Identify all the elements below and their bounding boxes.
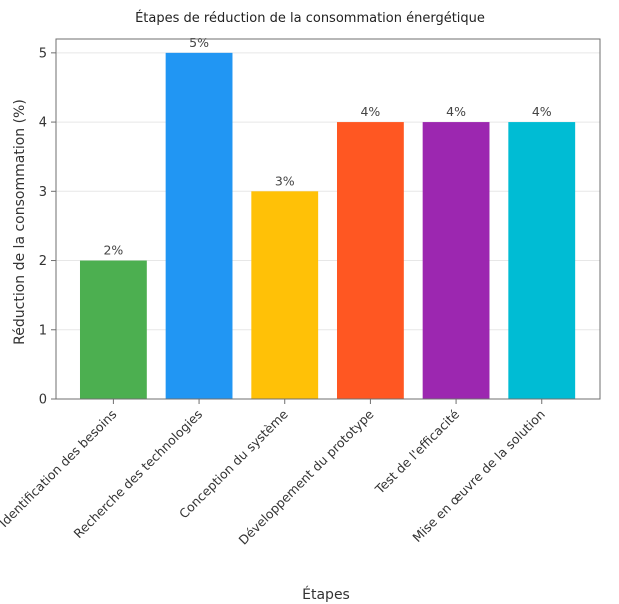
bar-5 xyxy=(422,122,490,400)
bar-6 xyxy=(508,122,576,400)
y-axis-ticks: 0 1 2 3 4 5 xyxy=(39,46,56,408)
bar-4 xyxy=(336,122,404,400)
bar-1 xyxy=(79,260,147,399)
bar-value-label: 4% xyxy=(532,104,552,119)
y-axis-label: Réduction de la consommation (%) xyxy=(12,99,28,345)
bar-2 xyxy=(165,52,233,399)
y-tick-label: 4 xyxy=(39,116,47,131)
bar-3 xyxy=(251,191,319,399)
bars xyxy=(79,52,576,400)
y-tick-label: 3 xyxy=(39,185,47,200)
y-tick-label: 1 xyxy=(39,323,47,338)
chart-title: Étapes de réduction de la consommation é… xyxy=(135,10,485,26)
y-tick-label: 2 xyxy=(39,254,47,269)
y-tick-label: 0 xyxy=(39,393,47,408)
bar-value-label: 5% xyxy=(189,35,209,50)
y-tick-label: 5 xyxy=(39,46,47,61)
bar-value-label: 2% xyxy=(103,243,123,258)
bar-value-label: 4% xyxy=(446,104,466,119)
bar-value-label: 4% xyxy=(360,104,380,119)
bar-value-label: 3% xyxy=(275,173,295,188)
x-axis-label: Étapes xyxy=(302,586,350,603)
plot-frame xyxy=(55,38,601,400)
